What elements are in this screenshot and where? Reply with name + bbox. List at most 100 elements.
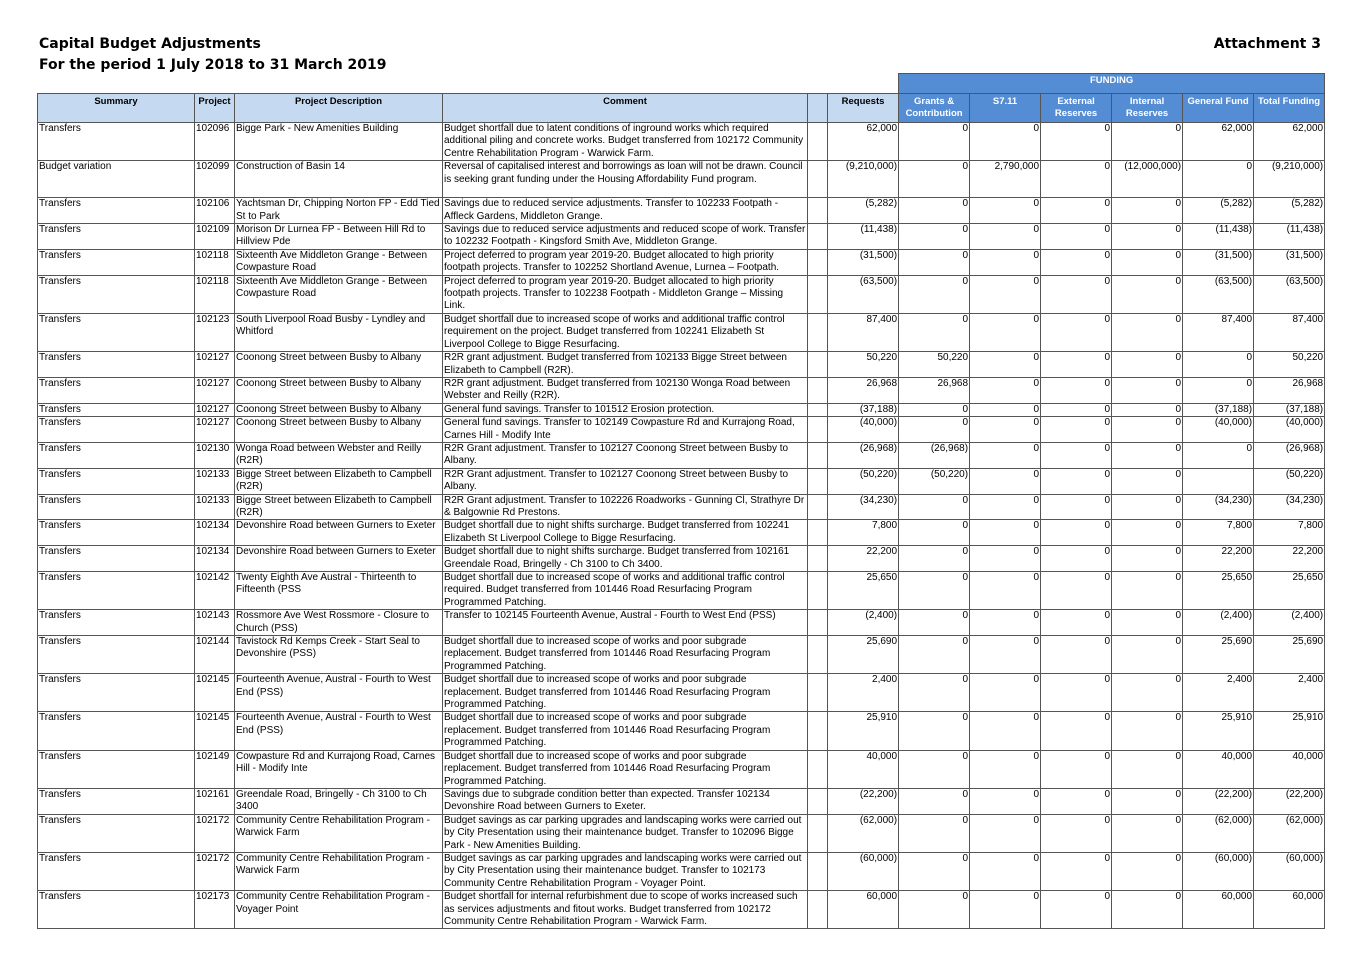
cell-requests: (22,200) <box>826 787 900 815</box>
cell-requests: (40,000) <box>826 416 900 443</box>
cell-grants: 26,968 <box>898 376 971 404</box>
cell-s711: 0 <box>969 312 1042 353</box>
cell-external: 0 <box>1040 787 1113 815</box>
cell-project: 102172 <box>194 813 235 853</box>
cell-grants: 0 <box>898 851 971 892</box>
cell-summary: Transfers <box>37 851 195 892</box>
cell-internal: 0 <box>1111 376 1184 404</box>
cell-general: 2,400 <box>1182 673 1255 713</box>
cell-project: 102172 <box>194 851 235 892</box>
cell-requests: 25,650 <box>826 570 900 611</box>
cell-project: 102145 <box>194 673 235 713</box>
table-row: Transfers 102142 Twenty Eighth Ave Austral… <box>37 570 1326 611</box>
cell-comment: Reversal of capitalised interest and bor… <box>442 160 808 199</box>
cell-spacer <box>807 493 828 521</box>
cell-s711: 0 <box>969 635 1042 675</box>
cell-external: 0 <box>1040 312 1113 353</box>
cell-comment: Budget savings as car parking upgrades a… <box>442 851 808 892</box>
cell-general: 25,690 <box>1182 635 1255 675</box>
cell-requests: 50,220 <box>826 351 900 378</box>
cell-project: 102096 <box>194 121 235 162</box>
cell-internal: 0 <box>1111 570 1184 611</box>
cell-general: 0 <box>1182 351 1255 378</box>
cell-internal: (12,000,000) <box>1111 160 1184 199</box>
cell-total: 7,800 <box>1253 519 1326 547</box>
cell-comment: General fund savings. Transfer to 101512… <box>442 402 808 418</box>
cell-s711: 0 <box>969 545 1042 572</box>
cell-comment: Budget shortfall due to increased scope … <box>442 635 808 675</box>
cell-comment: Budget savings as car parking upgrades a… <box>442 813 808 853</box>
cell-grants: 0 <box>898 519 971 547</box>
cell-comment: Transfer to 102145 Fourteenth Avenue, Au… <box>442 609 808 637</box>
cell-description: Devonshire Road between Gurners to Exete… <box>234 545 443 572</box>
cell-requests: 87,400 <box>826 312 900 353</box>
cell-external: 0 <box>1040 813 1113 853</box>
cell-s711: 0 <box>969 402 1042 418</box>
attachment-label: Attachment 3 <box>1213 36 1321 52</box>
cell-description: Community Centre Rehabilitation Program … <box>234 813 443 853</box>
cell-project: 102106 <box>194 197 235 225</box>
cell-description: Coonong Street between Busby to Albany <box>234 351 443 378</box>
capital-budget-table: FUNDING Summary Project Project Descript… <box>37 73 1326 930</box>
cell-s711: 0 <box>969 121 1042 162</box>
table-row: Transfers 102149 Cowpasture Rd and Kurrajo… <box>37 749 1326 789</box>
cell-summary: Transfers <box>37 519 195 547</box>
cell-summary: Transfers <box>37 376 195 404</box>
cell-external: 0 <box>1040 570 1113 611</box>
cell-summary: Transfers <box>37 673 195 713</box>
cell-general: (5,282) <box>1182 197 1255 225</box>
col-s711: S7.11 <box>969 93 1042 123</box>
cell-total: 25,650 <box>1253 570 1326 611</box>
cell-internal: 0 <box>1111 609 1184 637</box>
cell-total: (60,000) <box>1253 851 1326 892</box>
cell-spacer <box>807 890 828 930</box>
cell-general: 0 <box>1182 376 1255 404</box>
cell-internal: 0 <box>1111 467 1184 495</box>
cell-grants: 0 <box>898 493 971 521</box>
table-row: Transfers 102127 Coonong Street between Bu… <box>37 376 1326 404</box>
col-summary: Summary <box>37 93 195 123</box>
cell-total: (34,230) <box>1253 493 1326 521</box>
cell-description: Coonong Street between Busby to Albany <box>234 416 443 443</box>
cell-spacer <box>807 851 828 892</box>
cell-description: Community Centre Rehabilitation Program … <box>234 890 443 930</box>
cell-general: (37,188) <box>1182 402 1255 418</box>
cell-spacer <box>807 248 828 276</box>
cell-comment: R2R Grant adjustment. Transfer to 102226… <box>442 493 808 521</box>
cell-external: 0 <box>1040 441 1113 469</box>
cell-project: 102127 <box>194 376 235 404</box>
table-row: Transfers 102134 Devonshire Road between G… <box>37 519 1326 547</box>
cell-internal: 0 <box>1111 813 1184 853</box>
cell-grants: 0 <box>898 248 971 276</box>
cell-external: 0 <box>1040 402 1113 418</box>
cell-total: 25,690 <box>1253 635 1326 675</box>
cell-description: Bigge Street between Elizabeth to Campbe… <box>234 493 443 521</box>
cell-requests: (63,500) <box>826 274 900 314</box>
cell-project: 102134 <box>194 545 235 572</box>
cell-summary: Transfers <box>37 711 195 751</box>
document-title: Capital Budget Adjustments <box>39 36 261 52</box>
cell-general: (60,000) <box>1182 851 1255 892</box>
cell-external: 0 <box>1040 160 1113 199</box>
cell-total: 40,000 <box>1253 749 1326 789</box>
cell-description: Cowpasture Rd and Kurrajong Road, Carnes… <box>234 749 443 789</box>
cell-total: (2,400) <box>1253 609 1326 637</box>
cell-s711: 0 <box>969 851 1042 892</box>
table-row: Transfers 102133 Bigge Street between Eliz… <box>37 493 1326 521</box>
cell-summary: Transfers <box>37 197 195 225</box>
cell-total: (26,968) <box>1253 441 1326 469</box>
cell-description: Devonshire Road between Gurners to Exete… <box>234 519 443 547</box>
col-requests: Requests <box>826 93 900 123</box>
cell-project: 102145 <box>194 711 235 751</box>
cell-total: 22,200 <box>1253 545 1326 572</box>
cell-spacer <box>807 441 828 469</box>
cell-description: Twenty Eighth Ave Austral - Thirteenth t… <box>234 570 443 611</box>
cell-requests: (34,230) <box>826 493 900 521</box>
cell-internal: 0 <box>1111 248 1184 276</box>
table-row: Transfers 102127 Coonong Street between Bu… <box>37 402 1326 418</box>
cell-spacer <box>807 160 828 199</box>
cell-summary: Transfers <box>37 570 195 611</box>
table-row: Transfers 102133 Bigge Street between Eliz… <box>37 467 1326 495</box>
cell-internal: 0 <box>1111 493 1184 521</box>
cell-grants: 0 <box>898 197 971 225</box>
